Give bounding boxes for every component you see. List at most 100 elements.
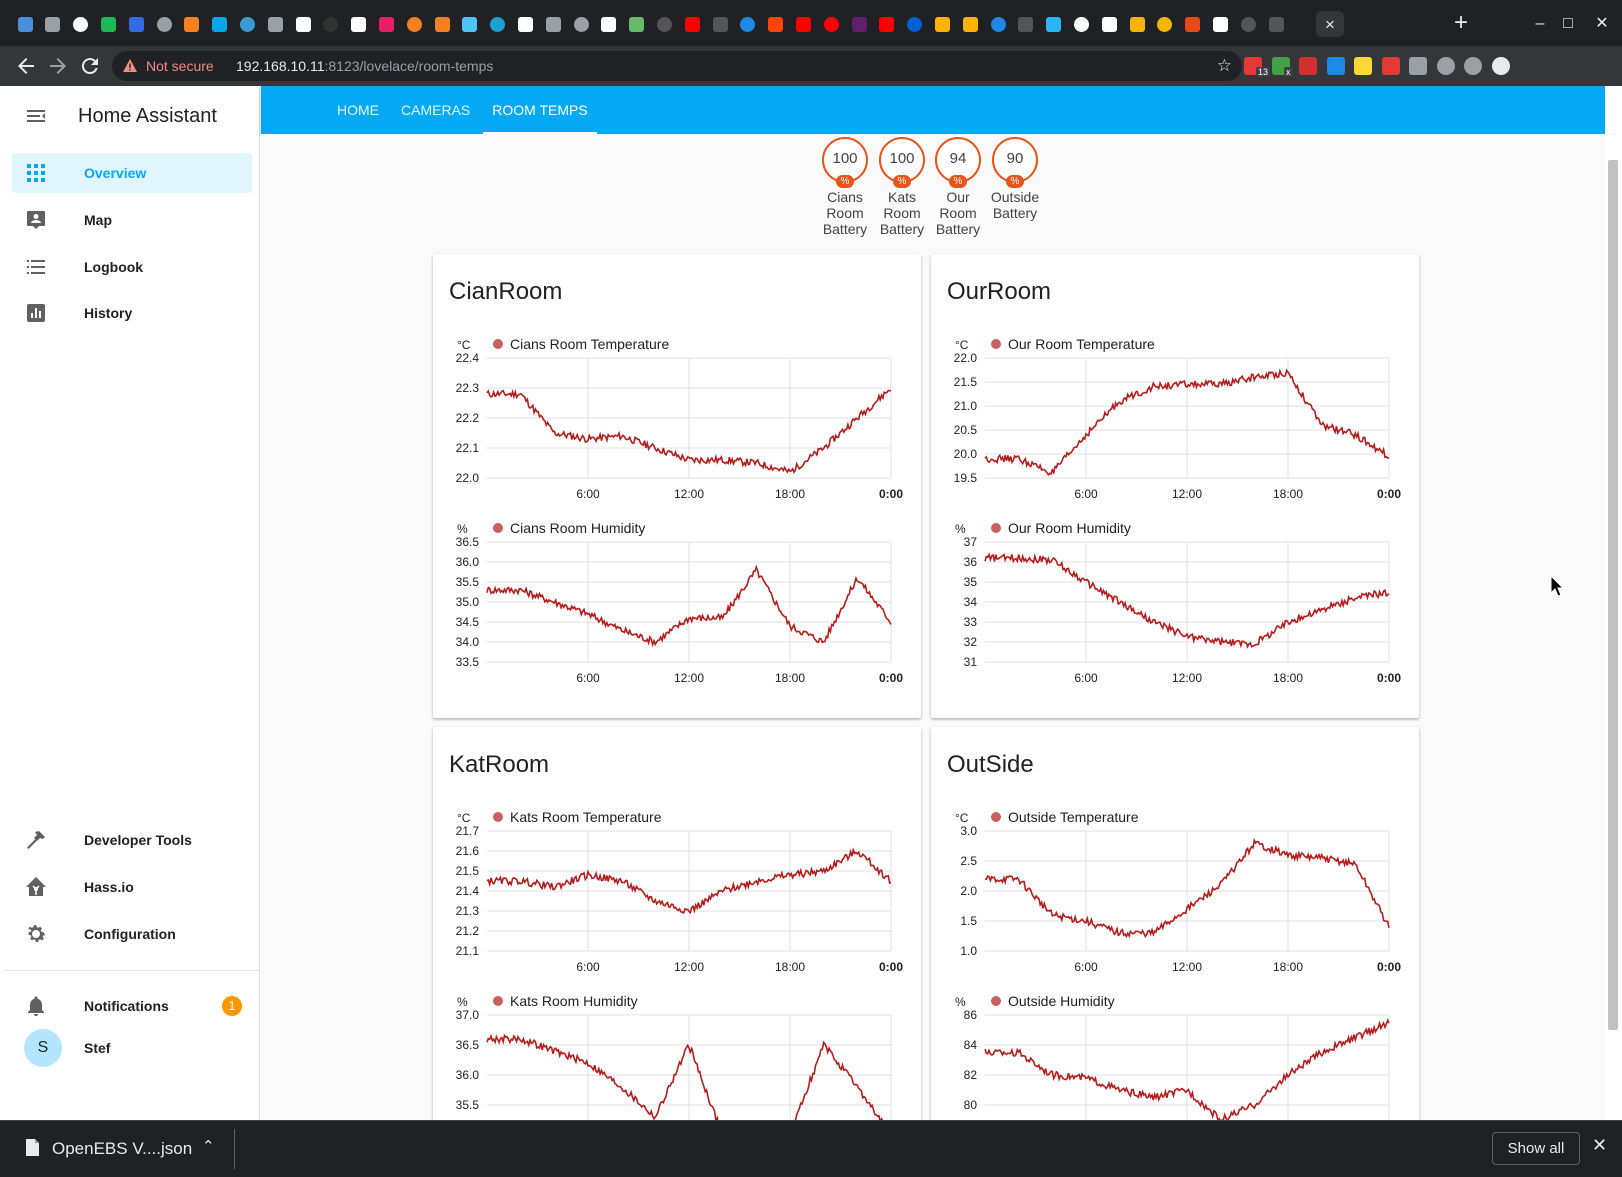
browser-tab[interactable] xyxy=(596,11,622,37)
battery-badge[interactable]: 94% Our Room Battery xyxy=(933,137,983,237)
legend-swatch[interactable] xyxy=(991,996,1001,1006)
browser-tab[interactable] xyxy=(874,11,900,37)
browser-tab[interactable] xyxy=(1235,11,1261,37)
legend-swatch[interactable] xyxy=(493,996,503,1006)
maximize-button[interactable]: □ xyxy=(1563,15,1573,32)
series-line[interactable] xyxy=(486,564,892,648)
sidebar-item-overview[interactable]: Overview xyxy=(12,153,252,193)
browser-tab[interactable] xyxy=(1013,11,1039,37)
legend-label[interactable]: Our Room Humidity xyxy=(1008,520,1131,536)
legend-label[interactable]: Cians Room Temperature xyxy=(510,336,670,352)
legend-swatch[interactable] xyxy=(991,812,1001,822)
browser-tab[interactable] xyxy=(818,11,844,37)
legend-label[interactable]: Our Room Temperature xyxy=(1008,336,1155,352)
browser-tab[interactable] xyxy=(957,11,983,37)
browser-tab[interactable] xyxy=(1207,11,1233,37)
browser-tab[interactable] xyxy=(12,11,38,37)
forward-button[interactable] xyxy=(46,54,70,78)
legend-swatch[interactable] xyxy=(493,339,503,349)
browser-tab[interactable] xyxy=(346,11,372,37)
series-line[interactable] xyxy=(984,1018,1390,1120)
battery-badge[interactable]: 100% Kats Room Battery xyxy=(877,137,927,237)
new-tab-button[interactable]: + xyxy=(1453,9,1468,36)
legend-label[interactable]: Kats Room Humidity xyxy=(510,993,638,1009)
browser-tab[interactable] xyxy=(929,11,955,37)
scrollbar-thumb[interactable] xyxy=(1608,160,1618,1030)
extension-icon[interactable] xyxy=(1299,57,1317,75)
browser-tab[interactable] xyxy=(679,11,705,37)
browser-tab[interactable] xyxy=(1152,11,1178,37)
series-line[interactable] xyxy=(486,1033,891,1121)
browser-tab[interactable] xyxy=(651,11,677,37)
browser-tab[interactable] xyxy=(1068,11,1094,37)
browser-tab[interactable] xyxy=(985,11,1011,37)
browser-tab[interactable] xyxy=(624,11,650,37)
browser-tab[interactable] xyxy=(290,11,316,37)
browser-tab-active[interactable]: × xyxy=(1316,11,1344,37)
browser-tab[interactable] xyxy=(512,11,538,37)
url-text[interactable]: 192.168.10.11:8123/lovelace/room-temps xyxy=(236,58,493,74)
download-filename[interactable]: OpenEBS V....json xyxy=(52,1139,193,1158)
legend-label[interactable]: Cians Room Humidity xyxy=(510,520,646,536)
sidebar-item-notifications[interactable]: Notifications 1 xyxy=(12,986,252,1026)
extension-icon[interactable] xyxy=(1326,57,1345,75)
browser-tab[interactable] xyxy=(763,11,789,37)
browser-tab[interactable] xyxy=(1263,11,1289,37)
series-line[interactable] xyxy=(984,837,1390,939)
browser-tab[interactable] xyxy=(902,11,928,37)
series-line[interactable] xyxy=(984,368,1390,476)
back-button[interactable] xyxy=(14,54,38,78)
browser-tab[interactable] xyxy=(1041,11,1067,37)
menu-icon[interactable] xyxy=(24,104,48,128)
chevron-up-icon[interactable]: ⌃ xyxy=(202,1138,215,1155)
show-all-button[interactable]: Show all xyxy=(1492,1132,1580,1165)
browser-tab[interactable] xyxy=(540,11,566,37)
sidebar-item-map[interactable]: Map xyxy=(12,200,252,240)
browser-tab[interactable] xyxy=(457,11,483,37)
browser-tab[interactable] xyxy=(1124,11,1150,37)
sidebar-item-developer-tools[interactable]: Developer Tools xyxy=(12,820,252,860)
extension-icon[interactable] xyxy=(1409,57,1427,75)
extension-icon[interactable] xyxy=(1354,57,1372,75)
extension-icon[interactable] xyxy=(1381,57,1400,75)
sidebar-item-user[interactable]: S Stef xyxy=(12,1028,252,1068)
browser-tab[interactable] xyxy=(179,11,205,37)
tab-room-temps[interactable]: ROOM TEMPS xyxy=(483,86,597,134)
browser-tab[interactable] xyxy=(207,11,233,37)
browser-tab[interactable] xyxy=(123,11,149,37)
legend-swatch[interactable] xyxy=(493,812,503,822)
legend-label[interactable]: Outside Temperature xyxy=(1008,809,1139,825)
browser-tab[interactable] xyxy=(707,11,733,37)
battery-badge[interactable]: 90% Outside Battery xyxy=(990,137,1040,221)
browser-tab[interactable] xyxy=(151,11,177,37)
browser-tab[interactable] xyxy=(568,11,594,37)
sidebar-item-history[interactable]: History xyxy=(12,293,252,333)
browser-tab[interactable] xyxy=(735,11,761,37)
tab-cameras[interactable]: CAMERAS xyxy=(401,102,471,118)
legend-label[interactable]: Outside Humidity xyxy=(1008,993,1115,1009)
browser-tab[interactable] xyxy=(318,11,344,37)
legend-label[interactable]: Kats Room Temperature xyxy=(510,809,662,825)
extension-icon[interactable] xyxy=(1436,57,1455,75)
close-icon[interactable]: ✕ xyxy=(1592,1135,1608,1155)
extension-icon[interactable] xyxy=(1464,57,1482,75)
browser-tab[interactable] xyxy=(1180,11,1206,37)
sidebar-item-hassio[interactable]: Hass.io xyxy=(12,867,252,907)
security-label[interactable]: Not secure xyxy=(146,58,214,74)
battery-badge[interactable]: 100% Cians Room Battery xyxy=(820,137,870,237)
legend-swatch[interactable] xyxy=(493,523,503,533)
browser-tab[interactable] xyxy=(262,11,288,37)
reload-button[interactable] xyxy=(78,54,102,78)
browser-tab[interactable] xyxy=(429,11,455,37)
extension-icon[interactable] xyxy=(1491,57,1510,75)
series-line[interactable] xyxy=(984,552,1390,649)
browser-tab[interactable] xyxy=(485,11,511,37)
bookmark-star-icon[interactable]: ☆ xyxy=(1216,56,1232,75)
browser-tab[interactable] xyxy=(68,11,94,37)
tab-home[interactable]: HOME xyxy=(337,102,379,118)
browser-tab[interactable] xyxy=(40,11,66,37)
tab-close-icon[interactable]: × xyxy=(1325,14,1335,34)
browser-tab[interactable] xyxy=(401,11,427,37)
omnibox[interactable]: Not secure 192.168.10.11:8123/lovelace/r… xyxy=(112,51,1242,81)
browser-tab[interactable] xyxy=(1096,11,1122,37)
